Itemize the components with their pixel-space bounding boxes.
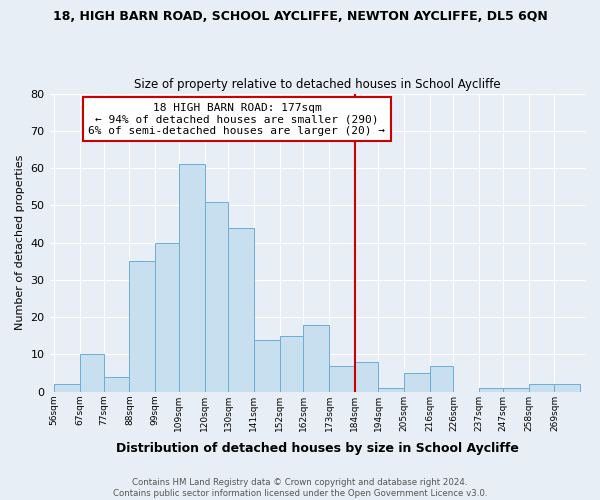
- Bar: [355, 362, 379, 392]
- Bar: [54, 384, 80, 392]
- Bar: [430, 366, 454, 392]
- Text: 18 HIGH BARN ROAD: 177sqm
← 94% of detached houses are smaller (290)
6% of semi-: 18 HIGH BARN ROAD: 177sqm ← 94% of detac…: [88, 102, 385, 136]
- Text: Contains HM Land Registry data © Crown copyright and database right 2024.
Contai: Contains HM Land Registry data © Crown c…: [113, 478, 487, 498]
- Bar: [479, 388, 503, 392]
- Y-axis label: Number of detached properties: Number of detached properties: [15, 155, 25, 330]
- Bar: [554, 384, 580, 392]
- Text: 18, HIGH BARN ROAD, SCHOOL AYCLIFFE, NEWTON AYCLIFFE, DL5 6QN: 18, HIGH BARN ROAD, SCHOOL AYCLIFFE, NEW…: [53, 10, 547, 23]
- X-axis label: Distribution of detached houses by size in School Aycliffe: Distribution of detached houses by size …: [116, 442, 519, 455]
- Bar: [404, 373, 430, 392]
- Bar: [329, 366, 355, 392]
- Bar: [228, 228, 254, 392]
- Bar: [179, 164, 205, 392]
- Bar: [379, 388, 404, 392]
- Bar: [155, 242, 179, 392]
- Bar: [205, 202, 228, 392]
- Bar: [280, 336, 303, 392]
- Bar: [130, 262, 155, 392]
- Bar: [529, 384, 554, 392]
- Bar: [503, 388, 529, 392]
- Bar: [80, 354, 104, 392]
- Bar: [303, 324, 329, 392]
- Bar: [104, 377, 130, 392]
- Bar: [254, 340, 280, 392]
- Title: Size of property relative to detached houses in School Aycliffe: Size of property relative to detached ho…: [134, 78, 500, 91]
